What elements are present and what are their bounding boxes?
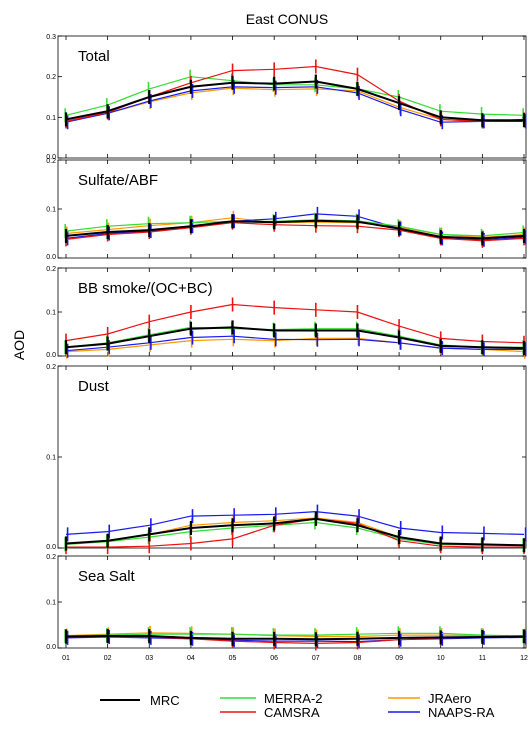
series-line-mrc-0 [65, 80, 524, 122]
series-line-camsra-1 [65, 222, 525, 242]
series-line-naaps-ra-2 [65, 335, 524, 352]
panel-frame-0 [57, 35, 527, 159]
y-tick-label-1-0: 0.0 [46, 254, 56, 261]
y-tick-label-0-2: 0.2 [46, 74, 56, 81]
y-tick-label-3-0: 0.0 [46, 544, 56, 551]
x-tick-label-4: 05 [229, 655, 237, 662]
x-tick-label-10: 11 [479, 655, 486, 662]
panel-title-3: Dust [78, 378, 110, 395]
y-tick-label-4-2: 0.2 [46, 554, 56, 561]
panel-title-2: BB smoke/(OC+BC) [78, 280, 213, 297]
chart-title: East CONUS [246, 11, 328, 27]
series-line-merra-2-3 [65, 521, 524, 546]
series-line-jraero-2 [65, 337, 525, 353]
x-tick-label-9: 10 [437, 655, 445, 662]
y-tick-label-1-1: 0.1 [46, 207, 56, 214]
legend-label-mrc: MRC [150, 693, 180, 708]
legend-label-merra-2: MERRA-2 [264, 691, 323, 706]
series-line-mrc-3 [65, 517, 525, 547]
x-tick-label-11: 12 [520, 655, 528, 662]
x-tick-label-2: 03 [145, 655, 153, 662]
y-tick-label-3-1: 0.1 [46, 455, 56, 462]
y-tick-label-4-0: 0.0 [46, 644, 56, 651]
series-line-mrc-4 [65, 635, 525, 641]
y-tick-label-0-0: 0.0 [46, 154, 56, 161]
x-tick-label-3: 04 [187, 655, 195, 662]
series-line-merra-2-4 [65, 632, 525, 637]
x-tick-label-1: 02 [104, 655, 112, 662]
x-tick-label-8: 09 [395, 655, 403, 662]
legend-label-camsra: CAMSRA [264, 705, 320, 720]
series-line-naaps-ra-0 [65, 86, 524, 123]
y-tick-label-4-1: 0.1 [46, 600, 56, 607]
series-line-naaps-ra-3 [65, 510, 525, 535]
panel-title-4: Sea Salt [78, 568, 136, 585]
y-tick-label-2-2: 0.2 [46, 266, 56, 273]
x-tick-label-0: 01 [62, 655, 70, 662]
panel-title-0: Total [78, 48, 110, 65]
y-axis-label: AOD [11, 330, 27, 360]
legend-label-naaps-ra: NAAPS-RA [428, 705, 495, 720]
series-line-naaps-ra-4 [65, 636, 525, 643]
legend-label-jraero: JRAero [428, 691, 471, 706]
series-line-jraero-4 [65, 632, 524, 638]
x-tick-label-7: 08 [354, 655, 362, 662]
y-tick-label-1-2: 0.2 [46, 158, 56, 165]
panel-title-1: Sulfate/ABF [78, 172, 158, 189]
y-tick-label-0-3: 0.3 [46, 34, 56, 41]
y-tick-label-2-0: 0.0 [46, 352, 56, 359]
series-line-merra-2-0 [65, 76, 525, 116]
series-line-mrc-1 [65, 219, 525, 240]
y-tick-label-0-1: 0.1 [46, 115, 56, 122]
y-tick-label-3-2: 0.2 [46, 364, 56, 371]
x-tick-label-6: 07 [312, 655, 320, 662]
series-line-mrc-2 [65, 326, 525, 350]
x-tick-label-5: 06 [270, 655, 278, 662]
y-tick-label-2-1: 0.1 [46, 310, 56, 317]
series-line-camsra-2 [65, 303, 525, 344]
